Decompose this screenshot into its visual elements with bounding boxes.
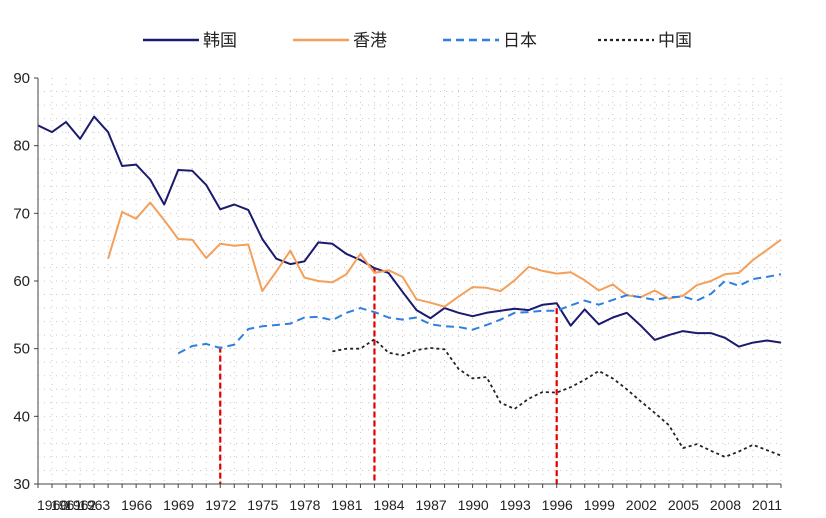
y-tick-label: 40 (13, 408, 30, 425)
chart-legend: 韩国 香港 日本 中国 (143, 31, 692, 50)
y-tick-label: 90 (13, 70, 30, 87)
y-tick-label: 80 (13, 138, 30, 155)
x-tick-label: 1963 (79, 497, 110, 513)
x-tick-label: 1981 (331, 497, 362, 513)
x-tick-label: 2005 (668, 497, 699, 513)
y-tick-label: 30 (13, 476, 30, 493)
grid-lines (38, 78, 782, 484)
x-tick-label: 1996 (542, 497, 573, 513)
x-tick-label: 1966 (121, 497, 152, 513)
series-line-1 (107, 201, 782, 308)
legend-label-0: 韩国 (203, 31, 237, 50)
x-tick-label: 1978 (289, 497, 320, 513)
y-tick-label: 60 (13, 273, 30, 290)
series-lines (37, 115, 782, 458)
series-line-0 (37, 115, 782, 348)
x-tick-label: 1969 (163, 497, 194, 513)
x-tick-label: 1960 (37, 497, 68, 513)
x-tick-label: 1993 (500, 497, 531, 513)
series-line-2 (177, 273, 782, 355)
legend-label-2: 日本 (503, 31, 537, 50)
crisis-markers (219, 267, 558, 484)
axes (37, 78, 781, 485)
x-tick-label: 2008 (710, 497, 741, 513)
series-line-3 (332, 338, 782, 458)
y-tick-label: 50 (13, 341, 30, 358)
legend-label-1: 香港 (353, 31, 387, 50)
legend-label-3: 中国 (658, 31, 692, 50)
x-tick-label: 1984 (373, 497, 404, 513)
y-tick-label: 70 (13, 205, 30, 222)
x-tick-label: 1999 (584, 497, 615, 513)
x-tick-label: 1975 (247, 497, 278, 513)
x-tick-label: 2011 (752, 497, 782, 513)
x-tick-label: 1990 (458, 497, 489, 513)
x-tick-label: 2002 (626, 497, 657, 513)
x-tick-label: 1972 (205, 497, 236, 513)
y-axis-ticks: 30 40 50 60 70 80 90 (13, 70, 38, 493)
x-tick-label: 1961 (51, 497, 82, 513)
x-tick-label: 1987 (416, 497, 447, 513)
x-tick-label: 1962 (65, 497, 96, 513)
